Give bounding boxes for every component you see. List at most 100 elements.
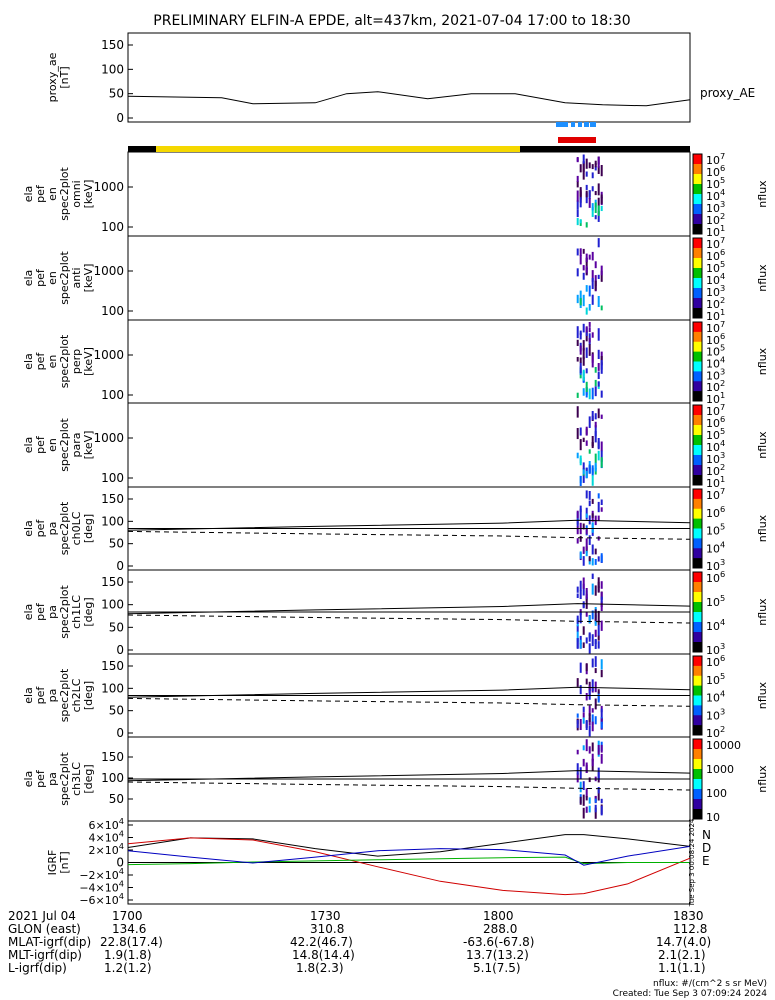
spectrogram-cell <box>588 162 591 169</box>
y-axis-label: spec2plot <box>58 668 71 722</box>
spectrogram-cell <box>576 406 579 418</box>
spectrogram-cell <box>585 678 588 685</box>
y-axis-label: ela <box>22 186 35 203</box>
colorbar-segment <box>693 322 702 333</box>
colorbar-label: 106 <box>706 247 725 263</box>
igrf-stamp: Tue Sep 3 00:08:24 2024 <box>688 818 696 907</box>
y-tick-label: 1000 <box>93 264 124 278</box>
blue-zone-segment <box>590 122 596 127</box>
y-tick-label: 100 <box>101 471 124 485</box>
spectrogram-cell <box>579 439 582 451</box>
spectrogram-cell <box>576 763 579 775</box>
spectrogram-cell <box>591 753 594 762</box>
y-tick-label: 100 <box>101 598 124 612</box>
spectrogram-cell <box>591 294 594 305</box>
spectrogram-cell <box>597 787 600 794</box>
colorbar-segment <box>693 475 702 486</box>
spectrogram-cell <box>600 591 603 601</box>
colorbar-segment <box>693 675 702 687</box>
spectrogram-cell <box>579 164 582 173</box>
spectrogram-cell <box>588 388 591 400</box>
y-axis-label: [keV] <box>82 431 95 460</box>
colorbar-label: 107 <box>706 235 725 251</box>
colorbar-segment <box>693 749 702 760</box>
colorbar-segment <box>693 288 702 299</box>
spectrogram-cell <box>597 577 600 588</box>
spectrogram-cell <box>591 475 594 486</box>
colorbar-segment <box>693 391 702 402</box>
colorbar-segment <box>693 725 702 736</box>
spectrogram-cell <box>585 171 588 177</box>
footer-value: 5.1(7.5) <box>473 961 521 975</box>
y-axis-label: [keV] <box>82 264 95 293</box>
spectrogram-cell <box>594 453 597 464</box>
y-tick-label: −4×104 <box>79 879 124 895</box>
spectrogram-cell <box>579 662 582 673</box>
spectrogram-cell <box>579 508 582 520</box>
footer-value: 13.7(13.2) <box>466 948 529 962</box>
footer-value: 288.0 <box>483 922 518 936</box>
colorbar-label: 1000 <box>706 763 734 776</box>
loss-cone-lower-line <box>127 614 691 624</box>
spectrogram-cell <box>582 556 585 566</box>
footer-value: 1830 <box>673 909 704 923</box>
spectrogram-cell <box>582 369 585 381</box>
spectrogram-cell <box>588 344 591 356</box>
proxy-ae-line <box>127 91 691 107</box>
colorbar-segment <box>693 715 702 726</box>
spectrogram-cell <box>588 515 591 525</box>
spectrogram-cell <box>591 742 594 752</box>
y-tick-label: 0 <box>116 643 124 657</box>
spectrogram-cell <box>591 251 594 261</box>
spectrogram-cell <box>588 632 591 642</box>
panel-para: ela pef en spec2plot para [keV]10001001071061… <box>22 402 769 490</box>
colorbar-label: 106 <box>706 414 725 430</box>
spectrogram-cell <box>588 254 591 260</box>
colorbar-segment <box>693 489 702 500</box>
spectrogram-cell <box>579 551 582 559</box>
footer-label: 2021 Jul 04 <box>8 909 76 923</box>
colorbar-segment <box>693 695 702 706</box>
y-tick-label: 50 <box>109 620 124 634</box>
spectrogram-cell <box>588 685 591 691</box>
colorbar-segment <box>693 642 702 653</box>
colorbar-segment <box>693 278 702 289</box>
spectrogram-cell <box>579 191 582 203</box>
spectrogram-cell <box>591 172 594 179</box>
y-axis-label: en <box>46 271 59 285</box>
y-axis-label: pa <box>46 522 59 536</box>
colorbar-label: 107 <box>706 486 725 502</box>
y-tick-label: 1000 <box>93 180 124 194</box>
spectrogram-cell <box>600 305 603 311</box>
y-tick-label: −2×104 <box>79 866 124 882</box>
spectrogram-cell <box>579 248 582 257</box>
y-tick-label: 100 <box>101 62 124 76</box>
spectrogram-cell <box>585 265 588 273</box>
colorbar-label: 106 <box>706 504 725 520</box>
y-tick-label: 50 <box>109 537 124 551</box>
spectrogram-cell <box>600 721 603 729</box>
y-tick-label: 150 <box>101 38 124 52</box>
spectrogram-cell <box>579 427 582 436</box>
loss-cone-lower-line <box>127 781 691 791</box>
spectrogram-cell <box>579 345 582 355</box>
y-axis-label: [nT] <box>58 851 71 873</box>
colorbar-label: 101 <box>706 390 725 406</box>
y-tick-label: −6×104 <box>79 891 124 907</box>
colorbar-label: 105 <box>706 671 725 687</box>
spectrogram-cell <box>588 500 591 507</box>
spectrogram-cell <box>597 197 600 207</box>
y-axis-label: ela <box>22 353 35 370</box>
spectrogram-cell <box>588 198 591 208</box>
y-tick-label: 100 <box>101 388 124 402</box>
spectrogram-cell <box>585 528 588 535</box>
spectrogram-cell <box>591 714 594 725</box>
spectrogram-cell <box>582 712 585 718</box>
loss-cone-upper-line <box>127 686 691 698</box>
colorbar-segment <box>693 582 702 593</box>
colorbar-title: nflux <box>756 514 769 542</box>
footer-value: -63.6(-67.8) <box>463 935 535 949</box>
colorbar-label: 107 <box>706 151 725 167</box>
y-tick-label: 150 <box>101 492 124 506</box>
colorbar-segment <box>693 508 702 520</box>
